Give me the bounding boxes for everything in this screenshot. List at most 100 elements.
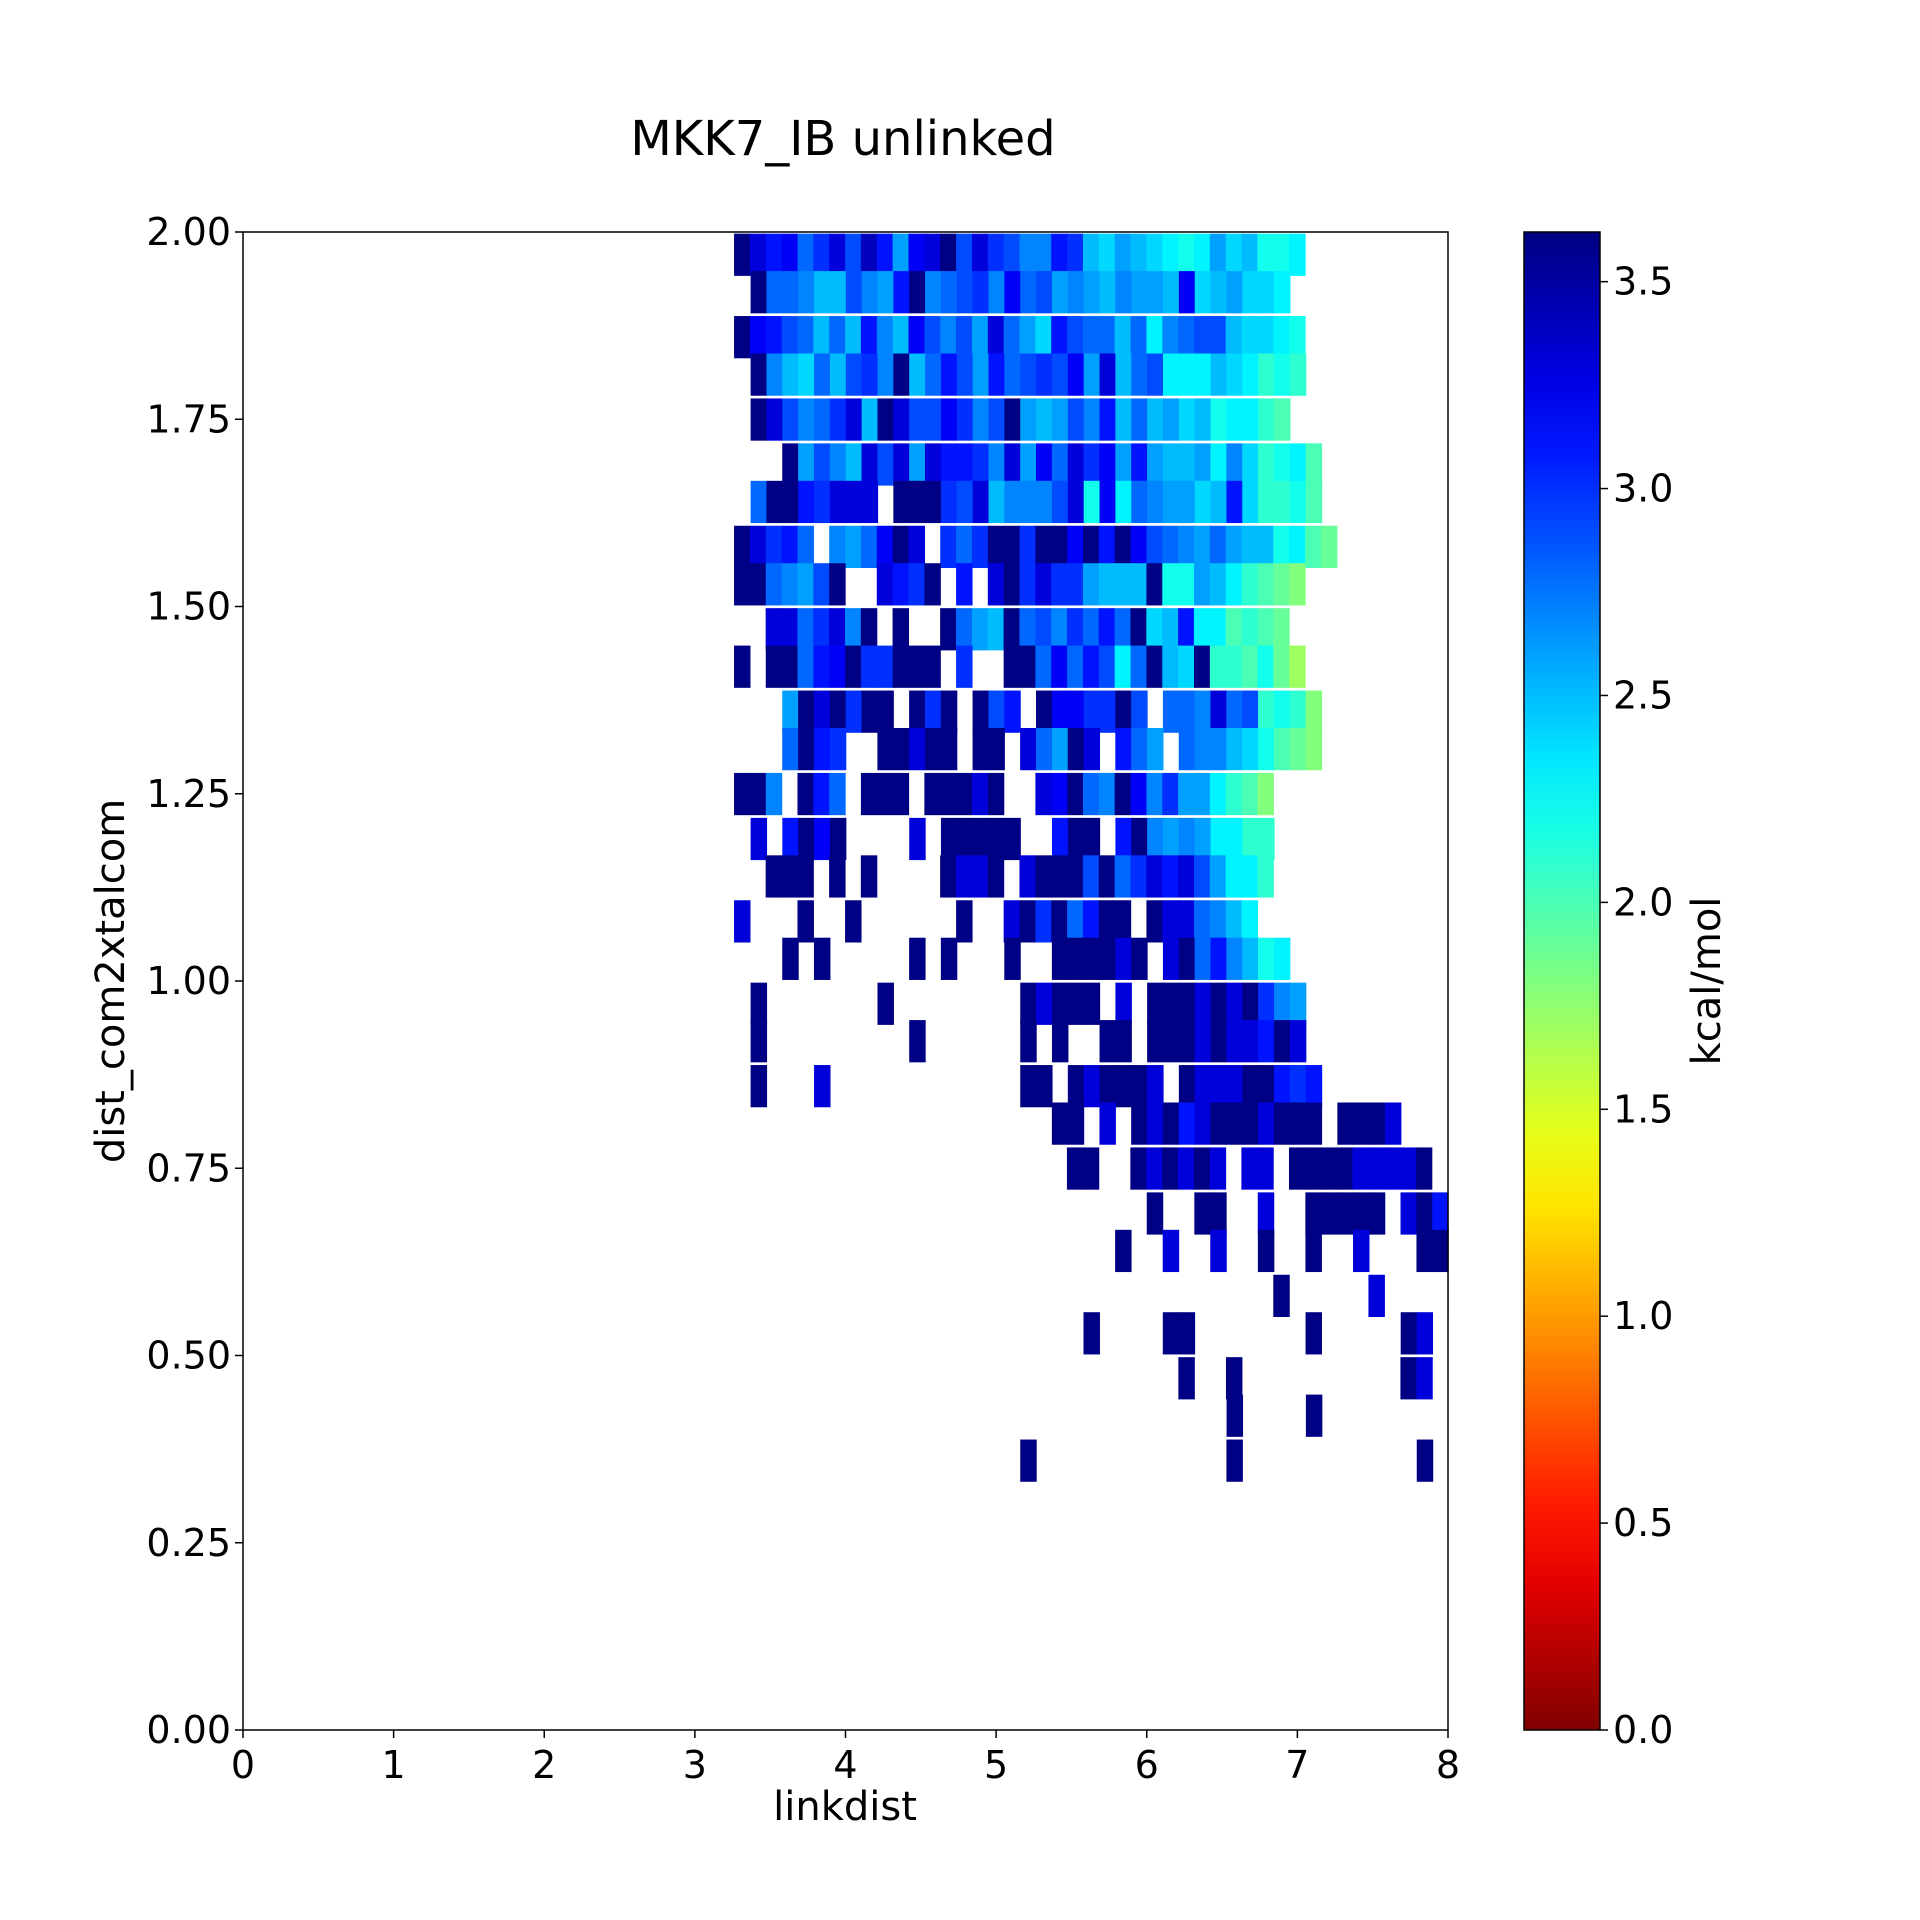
heatmap-cell	[924, 727, 942, 771]
heatmap-cell	[1289, 353, 1307, 396]
heatmap-cell	[813, 233, 830, 276]
heatmap-cell	[782, 353, 799, 396]
heatmap-cell	[750, 1065, 768, 1108]
heatmap-cell	[1146, 316, 1163, 359]
heatmap-cell	[1178, 817, 1196, 861]
heatmap-cell	[1274, 1020, 1291, 1063]
heatmap-cell	[1289, 525, 1306, 568]
heatmap-cell	[1273, 608, 1290, 651]
heatmap-cell	[1036, 443, 1053, 486]
heatmap-cell	[1130, 772, 1148, 816]
heatmap-cell	[892, 233, 910, 276]
heatmap-cell	[1036, 398, 1053, 441]
y-tick-label: 0.50	[146, 1334, 231, 1378]
heatmap-cell	[909, 353, 926, 396]
heatmap-cell	[1210, 982, 1228, 1025]
y-tick-label: 1.75	[146, 397, 231, 441]
heatmap-cell	[1368, 1192, 1386, 1235]
heatmap-cell	[1194, 772, 1211, 816]
heatmap-cell	[1241, 1147, 1258, 1190]
heatmap-cell	[750, 271, 768, 314]
heatmap-cell	[1273, 443, 1291, 486]
heatmap-cell	[1193, 855, 1211, 898]
heatmap-cell	[971, 608, 989, 651]
heatmap-cell	[1194, 480, 1212, 524]
heatmap-cell	[750, 817, 768, 861]
heatmap-cell	[956, 772, 973, 816]
heatmap-cell	[1226, 817, 1243, 861]
heatmap-cell	[734, 525, 751, 568]
heatmap-cell	[1051, 480, 1069, 524]
heatmap-cell	[829, 271, 847, 314]
heatmap-cell	[1210, 271, 1228, 314]
heatmap-cell	[1225, 900, 1243, 943]
heatmap-cell	[1115, 443, 1132, 486]
heatmap-cell	[814, 1065, 831, 1108]
heatmap-cell	[813, 443, 831, 486]
heatmap-cell	[844, 608, 862, 651]
heatmap-cell	[1020, 480, 1037, 524]
heatmap-cell	[861, 690, 878, 733]
heatmap-cell	[876, 525, 894, 568]
heatmap-cell	[1036, 690, 1053, 733]
heatmap-cell	[829, 817, 847, 861]
heatmap-cell	[1225, 1357, 1243, 1400]
heatmap-cell	[765, 563, 783, 606]
heatmap-cell	[1257, 855, 1274, 898]
heatmap-cell	[765, 233, 783, 276]
heatmap-cell	[1289, 480, 1307, 524]
heatmap-cell	[813, 727, 831, 771]
heatmap-cell	[1353, 1102, 1370, 1145]
heatmap-cell	[734, 772, 751, 816]
heatmap-cell	[1257, 608, 1274, 651]
heatmap-cell	[1146, 645, 1163, 688]
heatmap-cell	[1019, 608, 1036, 651]
heatmap-cell	[860, 233, 878, 276]
heatmap-cell	[1035, 316, 1052, 359]
heatmap-cell	[1067, 772, 1084, 816]
heatmap-cell	[1130, 316, 1148, 359]
heatmap-cell	[1114, 645, 1132, 688]
heatmap-cell	[1131, 443, 1148, 486]
heatmap-cell	[860, 525, 878, 568]
heatmap-cell	[1162, 608, 1179, 651]
heatmap-cell	[1114, 900, 1132, 943]
heatmap-cell	[1067, 271, 1085, 314]
heatmap-cell	[1415, 1147, 1433, 1190]
heatmap-cell	[1209, 900, 1227, 943]
heatmap-cell	[1178, 937, 1196, 980]
heatmap-cell	[1051, 525, 1068, 568]
heatmap-cell	[940, 855, 957, 898]
heatmap-cell	[1115, 817, 1132, 861]
heatmap-cell	[1114, 233, 1132, 276]
heatmap-cell	[1210, 1065, 1228, 1108]
heatmap-cell	[924, 563, 941, 606]
heatmap-cell	[798, 480, 815, 524]
heatmap-cell	[1305, 1229, 1322, 1273]
heatmap-cell	[1241, 525, 1259, 568]
heatmap-cell	[781, 608, 798, 651]
heatmap-cell	[1336, 1147, 1354, 1190]
heatmap-cell	[1194, 525, 1211, 568]
heatmap-cell	[797, 608, 814, 651]
heatmap-cell	[1178, 900, 1195, 943]
heatmap-cell	[892, 772, 910, 816]
heatmap-cell	[782, 398, 799, 441]
heatmap-cell	[1241, 608, 1258, 651]
heatmap-cell	[1003, 900, 1021, 943]
heatmap-cell	[1099, 1065, 1116, 1108]
heatmap-cell	[1099, 937, 1116, 980]
heatmap-cell	[892, 316, 910, 359]
heatmap-cell	[1036, 353, 1053, 396]
heatmap-cell	[1257, 233, 1274, 276]
heatmap-cell	[1114, 608, 1132, 651]
heatmap-cell	[971, 525, 989, 568]
heatmap-cell	[1035, 855, 1052, 898]
heatmap-cell	[1051, 727, 1069, 771]
heatmap-cell	[798, 271, 815, 314]
heatmap-cell	[1242, 727, 1259, 771]
heatmap-cell	[1194, 645, 1211, 688]
heatmap-cell	[1241, 233, 1259, 276]
heatmap-cell	[1082, 233, 1100, 276]
heatmap-cell	[1258, 690, 1275, 733]
